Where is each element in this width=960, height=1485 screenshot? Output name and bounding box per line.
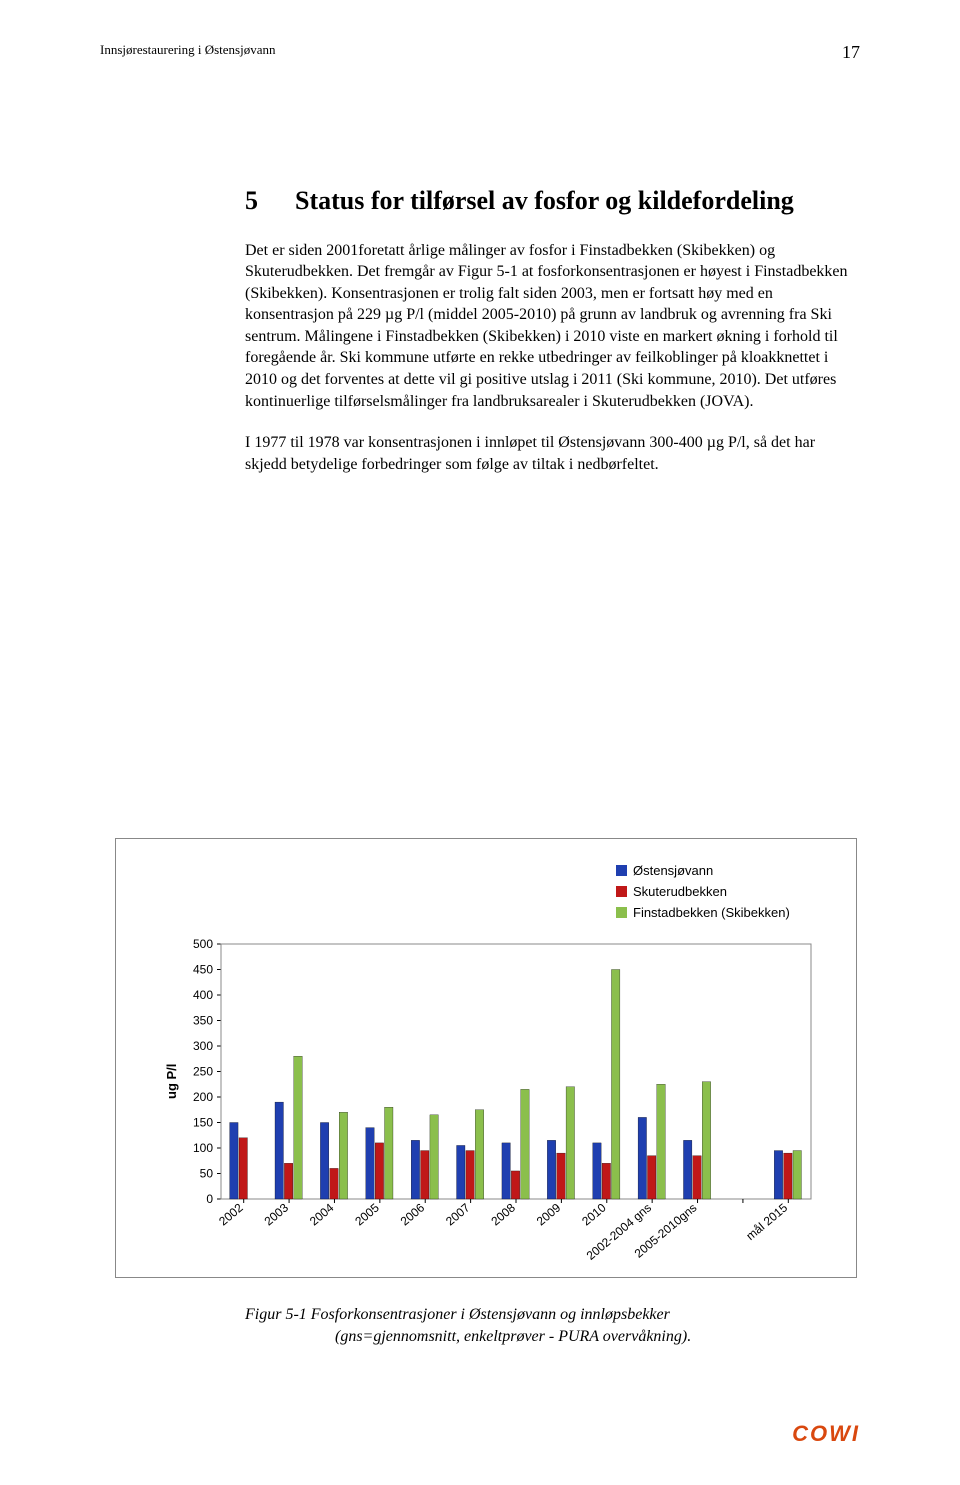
cowi-logo: COWI <box>792 1421 860 1447</box>
svg-text:2008: 2008 <box>488 1200 518 1228</box>
header: Innsjørestaurering i Østensjøvann 17 <box>100 42 860 63</box>
svg-text:2009: 2009 <box>534 1200 564 1228</box>
caption-line-1: Figur 5-1 Fosforkonsentrasjoner i Østens… <box>245 1306 670 1323</box>
section-number: 5 <box>245 185 295 218</box>
header-title: Innsjørestaurering i Østensjøvann <box>100 42 275 58</box>
section-heading: 5 Status for tilførsel av fosfor og kild… <box>245 185 860 218</box>
svg-text:100: 100 <box>193 1141 213 1155</box>
svg-text:350: 350 <box>193 1014 213 1028</box>
svg-text:50: 50 <box>200 1167 214 1181</box>
paragraph-1: Det er siden 2001foretatt årlige målinge… <box>245 240 860 413</box>
figure-caption: Figur 5-1 Fosforkonsentrasjoner i Østens… <box>245 1304 860 1347</box>
section-title-text: Status for tilførsel av fosfor og kildef… <box>295 185 794 218</box>
svg-text:2002: 2002 <box>216 1200 246 1228</box>
main-content: 5 Status for tilførsel av fosfor og kild… <box>245 185 860 495</box>
svg-text:2004: 2004 <box>307 1200 337 1228</box>
svg-text:2007: 2007 <box>443 1200 473 1228</box>
paragraph-2: I 1977 til 1978 var konsentrasjonen i in… <box>245 432 860 475</box>
svg-text:2010: 2010 <box>579 1200 609 1228</box>
page-number: 17 <box>842 42 860 63</box>
svg-text:250: 250 <box>193 1065 213 1079</box>
chart-container: Østensjøvann Skuterudbekken Finstadbekke… <box>115 838 857 1278</box>
svg-text:200: 200 <box>193 1090 213 1104</box>
svg-text:2003: 2003 <box>262 1200 292 1228</box>
caption-line-2: (gns=gjennomsnitt, enkeltprøver - PURA o… <box>335 1328 691 1345</box>
svg-text:150: 150 <box>193 1116 213 1130</box>
chart-plot: 0 50 100 150 200 250 300 350 400 450 500 2002 2003 20… <box>116 839 856 1277</box>
svg-text:400: 400 <box>193 988 213 1002</box>
svg-text:mål 2015: mål 2015 <box>743 1200 790 1243</box>
svg-text:0: 0 <box>206 1192 213 1206</box>
svg-text:450: 450 <box>193 963 213 977</box>
svg-text:500: 500 <box>193 937 213 951</box>
svg-text:2005: 2005 <box>352 1200 382 1228</box>
svg-text:2006: 2006 <box>398 1200 428 1228</box>
svg-text:300: 300 <box>193 1039 213 1053</box>
